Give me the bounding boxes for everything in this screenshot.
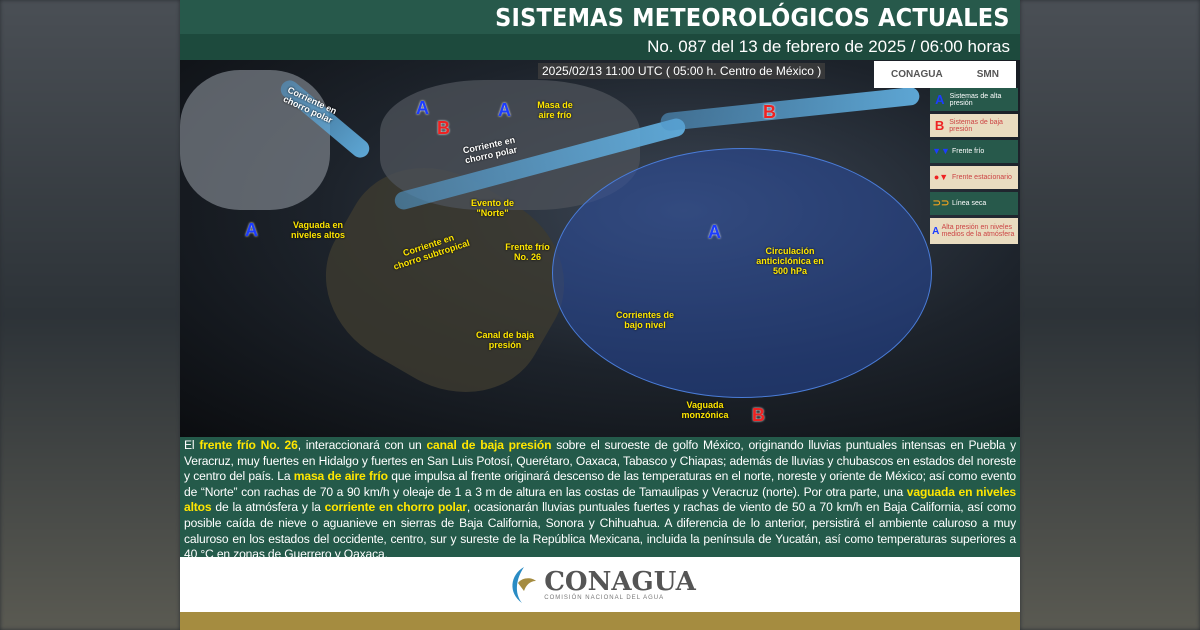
label-anticyclone: Circulación anticiclónica en 500 hPa	[756, 246, 824, 276]
weather-map: 2025/02/13 11:00 UTC ( 05:00 h. Centro d…	[180, 60, 1020, 437]
footer: CONAGUA COMISIÓN NACIONAL DEL AGUA	[180, 557, 1020, 612]
weather-bulletin: SISTEMAS METEOROLÓGICOS ACTUALES No. 087…	[180, 0, 1020, 630]
low-pressure-marker: B	[763, 102, 776, 122]
label-norte-event: Evento de "Norte"	[470, 198, 514, 218]
bulletin-subtitle: No. 087 del 13 de febrero de 2025 / 06:0…	[180, 34, 1020, 60]
label-low-level-currents: Corrientes de bajo nivel	[615, 310, 675, 330]
label-cold-front: Frente frío No. 26	[505, 242, 550, 262]
legend-cold-front: ▼▼ Frente frío	[930, 140, 1018, 163]
label-cold-air-mass: Masa de aire frío	[537, 100, 573, 120]
map-logos: CONAGUA SMN	[874, 61, 1016, 88]
blurred-background-left	[0, 0, 180, 630]
high-pressure-marker: A	[245, 220, 258, 240]
low-pressure-marker: B	[752, 405, 765, 425]
blurred-background-right	[1020, 0, 1200, 630]
label-upper-trough: Vaguada en niveles altos	[290, 220, 346, 240]
map-legend: A Sistemas de alta presión B Sistemas de b…	[930, 88, 1018, 247]
low-pressure-marker: B	[437, 118, 450, 138]
cloud-mass	[180, 70, 330, 210]
label-monsoon-trough: Vaguada monzónica	[681, 400, 729, 420]
high-pressure-marker: A	[416, 98, 429, 118]
legend-mid-high: A Alta presión en niveles medios de la at…	[930, 218, 1018, 244]
label-low-pressure-channel: Canal de baja presión	[475, 330, 535, 350]
jet-stream-east	[659, 86, 921, 132]
conagua-logo: CONAGUA	[891, 69, 943, 80]
footer-gold-strip	[180, 612, 1020, 630]
high-pressure-marker: A	[708, 222, 721, 242]
legend-high: A Sistemas de alta presión	[930, 88, 1018, 111]
map-timestamp: 2025/02/13 11:00 UTC ( 05:00 h. Centro d…	[538, 63, 826, 79]
conagua-logo-icon	[512, 566, 537, 603]
legend-stationary-front: ●▼ Frente estacionario	[930, 166, 1018, 189]
legend-dry-line: ⊃⊃ Línea seca	[930, 192, 1018, 215]
bulletin-text: El frente frío No. 26, interaccionará co…	[180, 437, 1020, 561]
smn-logo: SMN	[976, 69, 999, 80]
high-pressure-marker: A	[498, 100, 511, 120]
page-title: SISTEMAS METEOROLÓGICOS ACTUALES	[180, 0, 1020, 34]
legend-low: B Sistemas de baja presión	[930, 114, 1018, 137]
conagua-brand: CONAGUA COMISIÓN NACIONAL DEL AGUA	[504, 565, 696, 605]
anticyclone-area	[552, 148, 932, 398]
